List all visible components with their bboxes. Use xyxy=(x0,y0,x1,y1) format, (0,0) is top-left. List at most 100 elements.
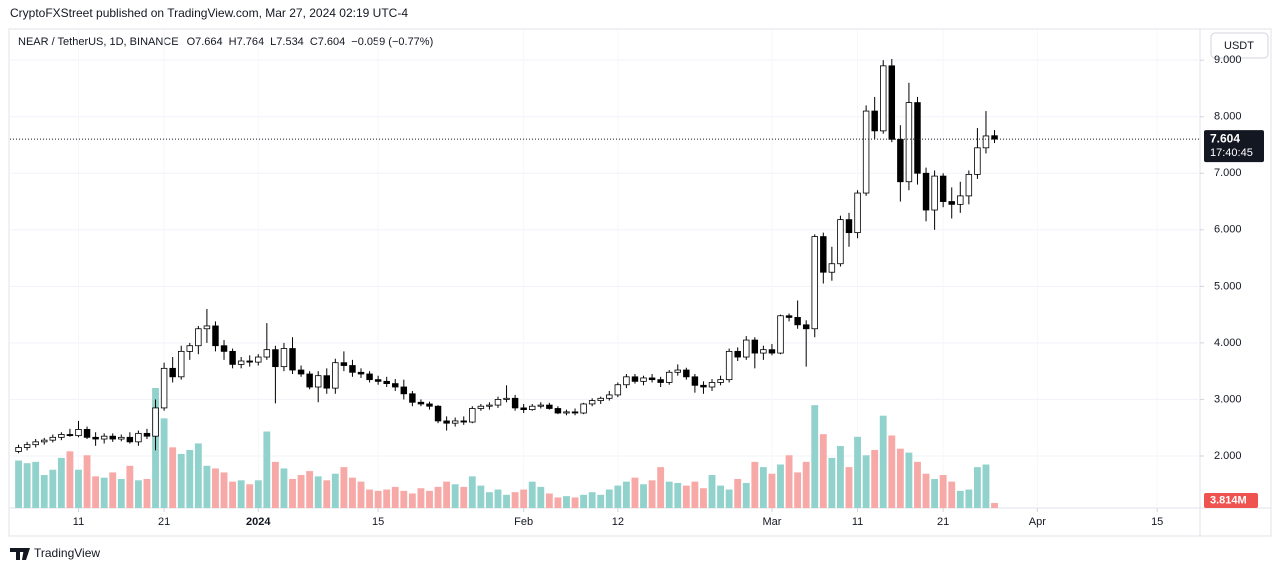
volume-bar xyxy=(588,492,596,508)
candle-body xyxy=(246,360,253,363)
volume-bar xyxy=(717,485,724,508)
candle-body xyxy=(460,420,467,423)
candle-body xyxy=(169,367,176,378)
volume-bar xyxy=(23,463,31,508)
volume-bar xyxy=(691,481,699,508)
candle-body xyxy=(426,403,433,407)
candle-body xyxy=(880,65,887,132)
volume-bar xyxy=(631,477,639,508)
candle-body xyxy=(871,110,878,132)
candle-body xyxy=(554,408,562,414)
volume-bar xyxy=(417,488,425,508)
candle-body xyxy=(477,405,485,409)
candle-body xyxy=(837,219,844,265)
candle-body xyxy=(862,110,870,194)
volume-bar xyxy=(802,461,810,508)
volume-bar xyxy=(143,478,151,508)
volume-bar xyxy=(169,447,177,508)
volume-bar xyxy=(117,478,125,508)
volume-bar xyxy=(768,473,776,508)
candle-body xyxy=(708,382,716,388)
volume-bar xyxy=(794,472,802,508)
candle-body xyxy=(400,386,408,395)
volume-bar xyxy=(682,485,690,508)
volume-bar xyxy=(109,472,117,508)
candle-body xyxy=(939,175,947,202)
volume-bar xyxy=(520,489,528,508)
candle-body xyxy=(571,411,579,414)
x-tick-label: 15 xyxy=(372,516,384,528)
x-tick-label: Feb xyxy=(514,516,533,528)
candle-body xyxy=(118,436,125,440)
candle-body xyxy=(700,384,707,388)
y-tick-label: 9.000 xyxy=(1214,54,1242,66)
candle-body xyxy=(665,371,673,383)
x-tick-label: 15 xyxy=(1151,516,1163,528)
volume-bar xyxy=(400,490,408,508)
volume-bar xyxy=(314,476,322,508)
candle-body xyxy=(897,138,904,183)
candle-body xyxy=(974,147,981,175)
volume-bar xyxy=(366,489,373,508)
volume-bar xyxy=(246,484,254,508)
candle-body xyxy=(152,407,159,437)
volume-bar xyxy=(914,461,921,508)
candle-body xyxy=(931,175,938,211)
candle-body xyxy=(760,349,767,354)
tv-logo xyxy=(10,548,30,560)
candle-body xyxy=(160,367,168,409)
volume-bar xyxy=(477,485,485,508)
volume-bar xyxy=(879,415,887,508)
currency-button[interactable] xyxy=(1210,32,1269,59)
volume-bar xyxy=(896,448,904,508)
candle-body xyxy=(751,339,759,354)
candle-body xyxy=(263,349,271,358)
candle-body xyxy=(340,362,348,366)
candle-body xyxy=(614,384,622,396)
volume-bar xyxy=(828,457,836,508)
volume-bar xyxy=(528,481,536,508)
candle-body xyxy=(83,429,91,438)
volume-bar xyxy=(759,467,767,508)
candle-body xyxy=(982,135,990,149)
volume-bar xyxy=(605,489,613,508)
volume-bar xyxy=(331,473,339,508)
candle-body xyxy=(49,436,57,441)
volume-bar xyxy=(451,484,459,508)
volume-bar xyxy=(511,492,519,508)
candle-body xyxy=(503,397,510,400)
volume-bar xyxy=(580,494,588,508)
volume-bar xyxy=(263,431,271,508)
candle-body xyxy=(100,435,108,440)
candle-body xyxy=(888,65,896,140)
volume-bar xyxy=(554,497,562,508)
volume-bar xyxy=(665,481,673,508)
y-tick-label: 8.000 xyxy=(1214,111,1242,123)
candle-body xyxy=(511,397,519,409)
legend-item: −0.059 (−0.77%) xyxy=(351,36,433,48)
volume-bar xyxy=(700,488,707,508)
candle-body xyxy=(563,411,570,414)
volume-bar xyxy=(49,469,57,508)
candle-body xyxy=(717,379,724,383)
volume-bar xyxy=(340,467,348,508)
volume-bar xyxy=(254,480,262,508)
candle-body xyxy=(683,369,690,378)
volume-label: 3.814M xyxy=(1210,494,1247,506)
volume-bar xyxy=(57,457,65,508)
candle-body xyxy=(922,172,930,211)
last-price-label: 7.604 xyxy=(1210,131,1240,145)
candle-body xyxy=(109,435,116,440)
volume-bar xyxy=(640,484,647,508)
currency-label[interactable]: USDT xyxy=(1224,40,1254,52)
volume-bar xyxy=(349,477,356,508)
candle-body xyxy=(631,376,639,382)
candle-body xyxy=(785,315,793,318)
candle-body xyxy=(374,379,382,382)
candle-body xyxy=(657,379,664,383)
volume-bar xyxy=(271,461,279,508)
candle-body xyxy=(434,405,442,422)
candle-body xyxy=(314,375,322,388)
candle-body xyxy=(854,192,861,234)
candle-body xyxy=(392,383,399,388)
